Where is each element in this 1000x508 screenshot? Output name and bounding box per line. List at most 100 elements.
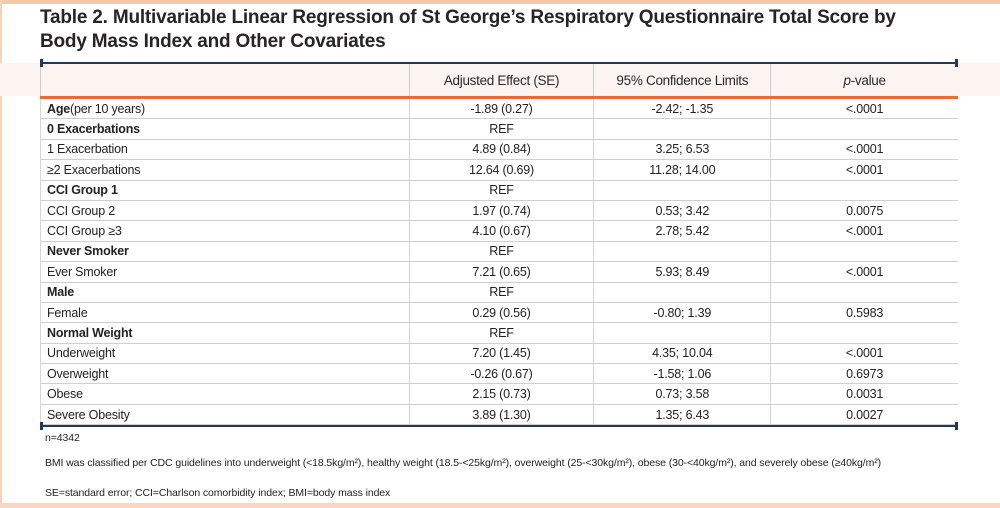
- row-p: [770, 119, 958, 139]
- row-label: Underweight: [47, 346, 115, 361]
- row-ci: -0.80; 1.39: [593, 302, 770, 323]
- row-label: 1 Exacerbation: [47, 142, 128, 157]
- row-ci: [593, 119, 770, 139]
- row-p: [770, 241, 958, 262]
- table-row: Female 0.29 (0.56) -0.80; 1.39 0.5983: [41, 302, 958, 324]
- row-label: Obese: [47, 387, 83, 402]
- row-ci: 3.25; 6.53: [593, 139, 770, 160]
- row-label: Ever Smoker: [47, 264, 118, 279]
- row-effect: REF: [408, 119, 594, 139]
- table-row: Normal Weight REF: [41, 323, 958, 344]
- table-row: Never Smoker REF: [41, 241, 958, 263]
- row-effect: -0.26 (0.67): [408, 364, 594, 384]
- row-ci: 1.35; 6.43: [593, 404, 770, 425]
- row-p: 0.0075: [770, 200, 958, 221]
- table-row: CCI Group 2 1.97 (0.74) 0.53; 3.42 0.007…: [41, 200, 958, 222]
- table-row: 1 Exacerbation 4.89 (0.84) 3.25; 6.53 <.…: [41, 139, 958, 161]
- row-label: CCI Group 2: [47, 203, 115, 218]
- table-top-rule: [40, 59, 958, 67]
- row-p: [770, 180, 958, 200]
- row-ci: -1.58; 1.06: [593, 364, 770, 384]
- row-ci: [593, 323, 770, 343]
- row-effect: 3.89 (1.30): [408, 404, 594, 425]
- table-row: 0 Exacerbations REF: [41, 119, 958, 140]
- row-p: <.0001: [770, 99, 958, 119]
- row-label: Age (per 10 years): [47, 101, 146, 116]
- row-p: 0.5983: [770, 302, 958, 323]
- header-cell-confidence-limits: 95% Confidence Limits: [593, 64, 770, 96]
- table-bottom-rule: [40, 422, 958, 431]
- footnote-sample-size: n=4342: [45, 432, 80, 444]
- table-title: Table 2. Multivariable Linear Regression…: [40, 6, 975, 53]
- row-label: Female: [47, 305, 88, 320]
- row-ci: 0.73; 3.58: [593, 384, 770, 404]
- row-p: <.0001: [770, 160, 958, 180]
- table-title-line2: Body Mass Index and Other Covariates: [40, 30, 386, 52]
- row-ci: -2.42; -1.35: [593, 99, 770, 119]
- table-header-band: [0, 63, 1000, 96]
- header-cell-adjusted-effect: Adjusted Effect (SE): [408, 64, 594, 96]
- row-effect: 12.64 (0.69): [408, 160, 594, 180]
- table-row: Age (per 10 years) -1.89 (0.27) -2.42; -…: [41, 99, 958, 120]
- row-ci: [593, 241, 770, 262]
- row-effect: 7.21 (0.65): [408, 262, 594, 282]
- row-effect: REF: [408, 323, 594, 343]
- row-label: Never Smoker: [47, 244, 129, 259]
- row-label: Male: [47, 285, 74, 300]
- row-p: 0.6973: [770, 364, 958, 384]
- table-row: ≥2 Exacerbations 12.64 (0.69) 11.28; 14.…: [41, 160, 958, 181]
- row-ci: 5.93; 8.49: [593, 262, 770, 282]
- table-row: Obese 2.15 (0.73) 0.73; 3.58 0.0031: [41, 384, 958, 405]
- footnote-bmi-classification: BMI was classified per CDC guidelines in…: [45, 457, 882, 469]
- row-label: CCI Group 1: [47, 183, 118, 198]
- left-border-decoration: [0, 0, 2, 508]
- row-effect: 7.20 (1.45): [408, 343, 594, 364]
- table-row: Underweight 7.20 (1.45) 4.35; 10.04 <.00…: [41, 343, 958, 365]
- p-value-rest: -value: [850, 72, 886, 88]
- row-effect: 2.15 (0.73): [408, 384, 594, 404]
- table-row: CCI Group ≥3 4.10 (0.67) 2.78; 5.42 <.00…: [41, 221, 958, 242]
- row-effect: 4.89 (0.84): [408, 139, 594, 160]
- row-ci: [593, 180, 770, 200]
- row-label: CCI Group ≥3: [47, 224, 122, 239]
- table-body: Age (per 10 years) -1.89 (0.27) -2.42; -…: [40, 99, 958, 426]
- table-row: CCI Group 1 REF: [41, 180, 958, 201]
- row-label: ≥2 Exacerbations: [47, 162, 141, 177]
- table-row: Severe Obesity 3.89 (1.30) 1.35; 6.43 0.…: [41, 404, 958, 426]
- bottom-border-decoration: [0, 503, 1000, 508]
- row-p: 0.0031: [770, 384, 958, 404]
- row-effect: REF: [408, 282, 594, 302]
- rule-end-tick: [955, 59, 958, 67]
- footnote-abbreviations: SE=standard error; CCI=Charlson comorbid…: [45, 487, 391, 499]
- row-ci: [593, 282, 770, 302]
- table-header-row: Adjusted Effect (SE) 95% Confidence Limi…: [40, 64, 958, 96]
- table-title-line1: Table 2. Multivariable Linear Regression…: [40, 7, 896, 28]
- row-p: <.0001: [770, 221, 958, 241]
- header-orange-rule: [40, 96, 958, 99]
- row-label: Normal Weight: [47, 325, 133, 340]
- regression-table: Adjusted Effect (SE) 95% Confidence Limi…: [40, 59, 958, 431]
- row-ci: 4.35; 10.04: [593, 343, 770, 364]
- row-label: 0 Exacerbations: [47, 122, 140, 137]
- row-ci: 2.78; 5.42: [593, 221, 770, 241]
- table-row: Overweight -0.26 (0.67) -1.58; 1.06 0.69…: [41, 364, 958, 385]
- row-effect: -1.89 (0.27): [408, 99, 594, 119]
- row-effect: 0.29 (0.56): [408, 302, 594, 323]
- header-cell-blank: [41, 64, 409, 96]
- row-effect: REF: [408, 180, 594, 200]
- row-label: Overweight: [47, 366, 109, 381]
- header-cell-p-value: p -value: [770, 64, 958, 96]
- row-ci: 0.53; 3.42: [593, 200, 770, 221]
- row-p: [770, 323, 958, 343]
- row-label: Severe Obesity: [47, 407, 130, 422]
- rule-end-tick: [40, 422, 43, 431]
- row-ci: 11.28; 14.00: [593, 160, 770, 180]
- row-p: <.0001: [770, 262, 958, 282]
- table-row: Male REF: [41, 282, 958, 303]
- p-value-italic-p: p: [843, 72, 852, 88]
- rule-end-tick: [955, 422, 958, 431]
- row-p: <.0001: [770, 343, 958, 364]
- row-p: 0.0027: [770, 404, 958, 425]
- top-border-decoration: [0, 0, 1000, 4]
